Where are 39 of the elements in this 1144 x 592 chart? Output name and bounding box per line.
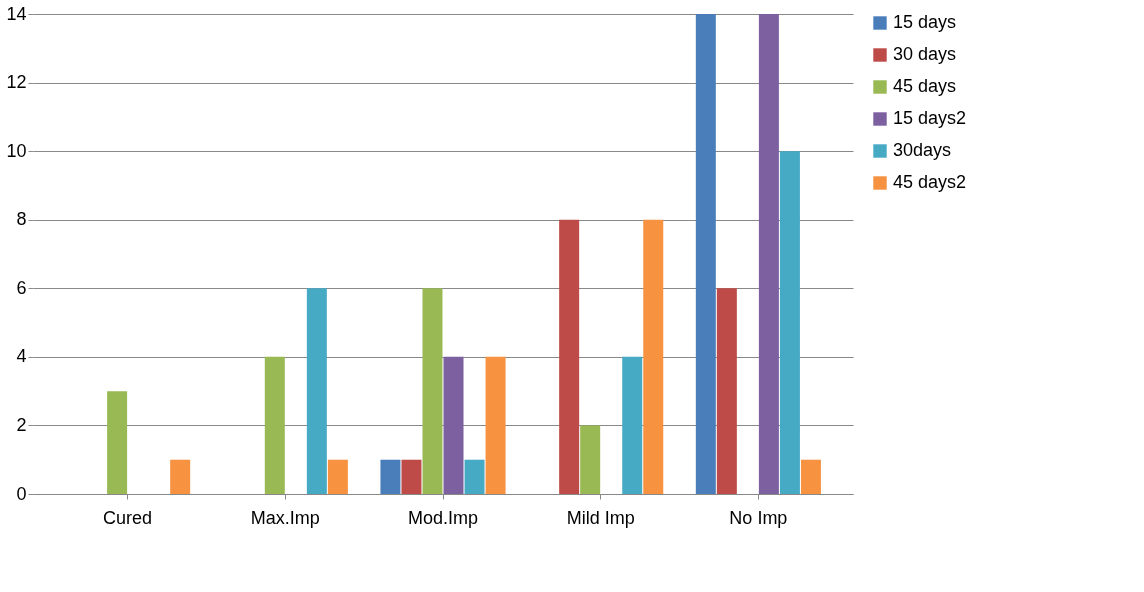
legend-label: 30 days: [893, 44, 957, 64]
legend-label: 30days: [893, 140, 952, 160]
bar: [779, 151, 800, 494]
bar: [264, 356, 285, 494]
bar: [800, 459, 821, 494]
bar: [643, 219, 664, 494]
y-tick-label: 10: [6, 140, 27, 161]
legend-label: 15 days: [893, 12, 957, 32]
x-tick-label: Mod.Imp: [407, 507, 479, 528]
y-tick-label: 8: [16, 209, 27, 230]
bar: [464, 459, 485, 494]
bar: [306, 288, 327, 494]
bar: [380, 459, 401, 494]
y-tick-label: 2: [16, 414, 27, 435]
legend-label: 45 days2: [893, 172, 967, 192]
bar: [107, 391, 128, 494]
x-tick-label: No Imp: [729, 507, 788, 528]
bar: [443, 356, 464, 494]
legend-label: 15 days2: [893, 108, 967, 128]
x-tick-label: Cured: [103, 507, 153, 528]
bar: [327, 459, 348, 494]
x-tick-label: Max.Imp: [250, 507, 320, 528]
bar: [170, 459, 191, 494]
bar: [580, 425, 601, 494]
bar: [695, 14, 716, 494]
bar: [401, 459, 422, 494]
y-tick-label: 4: [16, 346, 27, 367]
bar: [758, 14, 779, 494]
bar: [485, 356, 506, 494]
bar: [559, 219, 580, 494]
bar: [622, 356, 643, 494]
bar: [422, 288, 443, 494]
y-tick-label: 6: [16, 277, 27, 298]
y-tick-label: 14: [6, 3, 27, 24]
x-tick-label: Mild Imp: [566, 507, 635, 528]
bar: [716, 288, 737, 494]
y-tick-label: 12: [6, 72, 27, 93]
legend-label: 45 days: [893, 76, 957, 96]
y-tick-label: 0: [16, 483, 27, 504]
